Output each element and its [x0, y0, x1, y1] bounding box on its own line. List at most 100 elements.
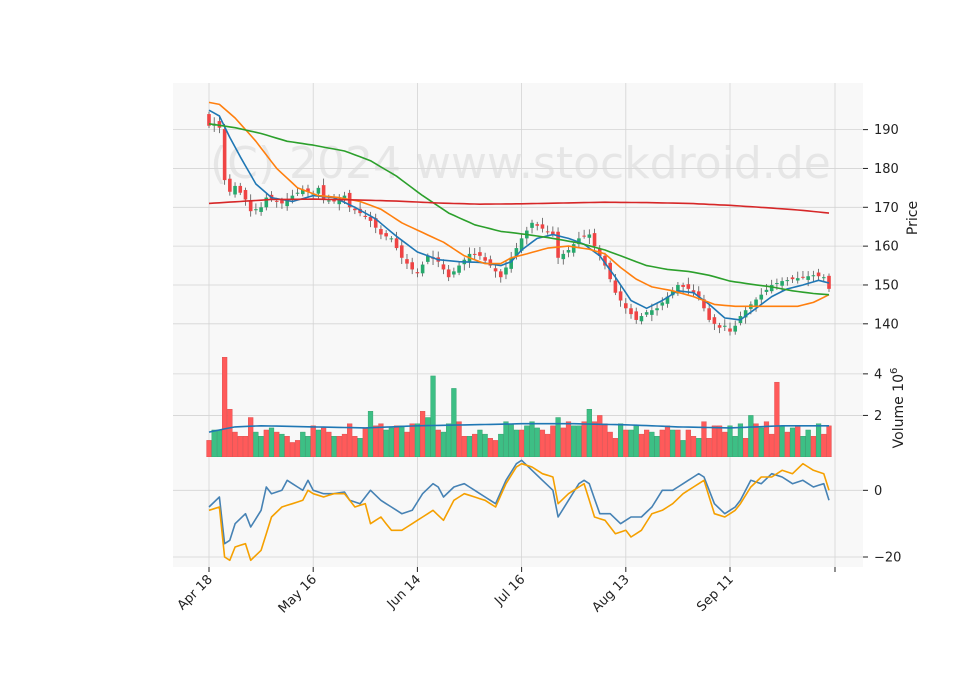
volume-bar [498, 433, 504, 458]
candle-body [681, 284, 685, 287]
volume-bar [268, 427, 275, 458]
volume-bar [716, 425, 723, 458]
candle-body [217, 121, 222, 128]
volume-bar [623, 429, 629, 458]
price-panel-background [173, 83, 863, 351]
x-tick-label: Apr 18 [175, 572, 216, 613]
candle-body [300, 189, 305, 195]
volume-bar [680, 440, 686, 458]
candle-body [238, 185, 243, 193]
volume-bar [211, 429, 217, 458]
volume-bar [305, 436, 311, 458]
volume-bar [779, 425, 785, 458]
candle-body [769, 284, 774, 292]
volume-bar [383, 429, 389, 458]
y-tick-label: 0 [874, 484, 882, 499]
x-tick-label: Aug 13 [589, 572, 632, 615]
candle-body [577, 238, 581, 245]
candle-body [405, 259, 409, 264]
volume-bar [706, 438, 712, 458]
candle-body [613, 280, 618, 293]
volume-bar [753, 423, 759, 458]
price-average-line-2 [208, 101, 830, 308]
volume-bar [805, 429, 811, 458]
candle-body [759, 294, 764, 300]
volume-bar [336, 436, 342, 458]
volume-axis-label-exponent: 6 [889, 368, 900, 374]
candle-body [254, 209, 258, 211]
volume-bar [258, 436, 264, 458]
candle-body [655, 308, 659, 311]
volume-bar [784, 431, 790, 458]
candle-body [530, 222, 534, 228]
candle-body [561, 253, 566, 260]
volume-bar [654, 436, 660, 458]
volume-bar [352, 436, 358, 458]
volume-bar [503, 421, 509, 458]
y-tick-label: 2 [874, 409, 882, 424]
volume-bar [373, 425, 379, 458]
volume-axis-label: Volume 106 [889, 368, 907, 449]
candle-body [514, 248, 519, 257]
candle-body [363, 215, 368, 217]
macd-y-ticks: −20 0 [863, 484, 901, 566]
volume-bar [675, 429, 681, 458]
candle-body [394, 238, 399, 249]
y-tick-label: 4 [874, 367, 882, 382]
volume-bar [492, 440, 499, 458]
volume-bar [263, 429, 269, 458]
volume-bar [420, 411, 426, 458]
candle-body [821, 277, 826, 279]
candle-body [316, 187, 321, 194]
volume-bar [456, 421, 462, 458]
volume-bar [638, 433, 645, 458]
candle-body [264, 197, 269, 208]
x-tick-label: Jun 14 [384, 572, 424, 612]
volume-bar [727, 425, 733, 458]
volume-bar [649, 431, 655, 458]
candle-body [535, 224, 540, 226]
signal-line [208, 462, 830, 562]
volume-bar [690, 436, 697, 458]
volume-bar [581, 421, 587, 458]
candle-body [426, 255, 430, 262]
candle-body [717, 325, 722, 328]
volume-bar [487, 438, 493, 458]
volume-bar [440, 431, 447, 458]
volume-average-line [208, 422, 829, 433]
volume-bar [477, 429, 483, 458]
volume-bar [722, 431, 728, 458]
candle-body [441, 264, 446, 270]
volume-bar [685, 429, 691, 458]
volume-bar [274, 431, 280, 458]
volume-bar [206, 440, 212, 458]
volume-bar [216, 429, 223, 458]
price-axis-label: Price [905, 201, 921, 235]
y-tick-label: 160 [874, 240, 899, 255]
candle-body [379, 229, 383, 235]
volume-bar [586, 408, 592, 458]
volume-bar [529, 421, 535, 458]
price-panel: (C) 2024 www.stockdroid.de 1401501601701… [173, 83, 921, 351]
volume-bar [222, 357, 228, 458]
volume-bar [758, 427, 764, 458]
y-tick-label: 180 [874, 162, 899, 177]
volume-bar [232, 431, 238, 458]
price-gridlines [173, 83, 863, 351]
candle-body [446, 269, 451, 278]
volume-bar [769, 433, 775, 458]
volume-bar [242, 436, 249, 458]
candle-body [722, 325, 727, 327]
candle-body [342, 195, 347, 199]
x-tick-label: Jul 16 [491, 572, 528, 609]
volume-bar [347, 423, 353, 458]
volume-bar [435, 429, 441, 458]
price-y-ticks: 140 150 160 170 180 190 [863, 123, 899, 332]
volume-bar [508, 423, 514, 458]
candle-body [384, 233, 388, 237]
candle-body [754, 299, 758, 308]
candle-body [650, 310, 654, 315]
candle-body [556, 231, 560, 258]
candle-body [295, 192, 300, 194]
